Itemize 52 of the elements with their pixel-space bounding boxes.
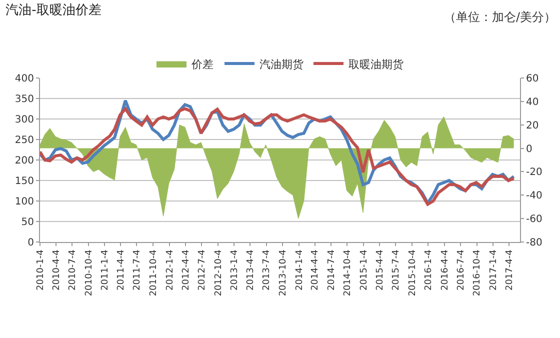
y2-tick-label: -40: [526, 190, 542, 202]
y2-tick-label: -60: [526, 214, 542, 226]
x-tick-label: 2014-7-4: [326, 249, 337, 290]
x-tick-label: 2013-10-4: [278, 249, 288, 296]
y2-tick-label: 20: [526, 120, 539, 132]
x-tick-label: 2017-4-4: [504, 249, 515, 290]
y-tick-label: 300: [14, 114, 34, 126]
x-tick-label: 2017-1-4: [488, 249, 499, 290]
x-tick-label: 2012-4-4: [181, 249, 192, 290]
x-tick-label: 2013-4-4: [246, 249, 256, 290]
legend-label: 价差: [190, 58, 214, 71]
x-tick-label: 2012-1-4: [165, 249, 176, 290]
x-tick-label: 2013-1-4: [230, 249, 240, 290]
y-tick-label: 0: [28, 238, 34, 248]
x-tick-label: 2015-7-4: [392, 249, 402, 290]
x-tick-label: 2015-10-4: [408, 249, 418, 296]
x-tick-label: 2016-10-4: [472, 249, 483, 296]
x-tick-label: 2011-4-4: [116, 249, 127, 290]
y-tick-label: 350: [14, 94, 34, 105]
y2-tick-label: 0: [526, 144, 532, 155]
y2-tick-label: -80: [526, 238, 542, 248]
x-tick-label: 2010-1-4: [36, 249, 46, 290]
y-tick-label: 150: [14, 176, 34, 187]
y-tick-label: 400: [14, 74, 34, 84]
x-tick-label: 2014-1-4: [294, 249, 305, 290]
x-tick-label: 2015-4-4: [375, 249, 386, 290]
x-tick-label: 2013-7-4: [262, 249, 272, 290]
y-tick-label: 100: [14, 196, 34, 208]
x-tick-label: 2012-7-4: [198, 249, 208, 290]
chart-subtitle: （单位：加仑/美分）: [444, 10, 556, 24]
x-tick-label: 2014-4-4: [310, 249, 321, 290]
y-tick-label: 200: [14, 156, 34, 166]
y2-tick-label: 40: [526, 96, 539, 108]
x-tick-label: 2011-10-4: [148, 249, 159, 296]
x-tick-label: 2011-7-4: [132, 249, 143, 290]
y-tick-label: 50: [21, 217, 34, 228]
x-tick-label: 2010-4-4: [52, 249, 62, 290]
x-tick-label: 2010-7-4: [68, 249, 78, 290]
y2-tick-label: -20: [526, 167, 542, 178]
x-tick-label: 2010-10-4: [84, 249, 94, 296]
chart-title: 汽油-取暖油价差: [6, 3, 102, 18]
legend-label: 汽油期货: [260, 58, 304, 71]
x-tick-label: 2011-1-4: [100, 249, 111, 290]
y-tick-label: 250: [14, 135, 34, 146]
x-tick-label: 2016-1-4: [424, 249, 434, 290]
x-tick-label: 2012-10-4: [214, 249, 224, 296]
x-tick-label: 2014-10-4: [343, 249, 354, 296]
legend-label: 取暖油期货: [348, 58, 404, 71]
x-tick-label: 2015-1-4: [359, 249, 370, 290]
x-tick-label: 2016-7-4: [456, 249, 466, 290]
x-tick-label: 2016-4-4: [440, 249, 450, 290]
y2-tick-label: 60: [526, 74, 539, 84]
